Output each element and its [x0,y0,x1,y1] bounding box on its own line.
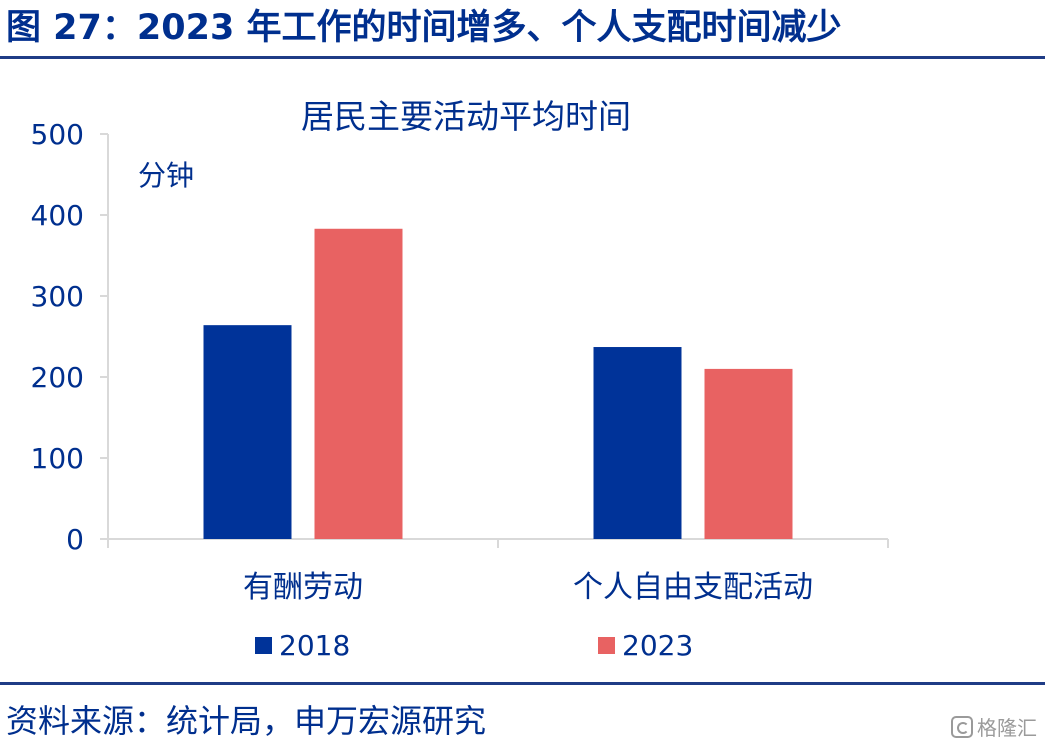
bar-2018 [593,347,682,539]
title-rule [0,56,1045,59]
bar-2023 [314,228,403,539]
y-unit-label: 分钟 [138,159,194,192]
chart-legend: 2018 2023 [255,629,693,662]
watermark: 格隆汇 [951,712,1037,741]
legend-swatch-2018 [255,637,272,654]
chart-title: 居民主要活动平均时间 [301,97,631,136]
bar-2018 [203,325,292,539]
figure-title: 图 27：2023 年工作的时间增多、个人支配时间减少 [6,8,842,48]
source-rule [0,682,1045,685]
y-tick-label: 300 [31,280,84,313]
y-tick-label: 100 [31,442,84,475]
y-tick-label: 500 [31,118,84,151]
y-tick-label: 400 [31,199,84,232]
chart-bars: 有酬劳动 个人自由支配活动 [203,228,813,605]
x-category-label: 个人自由支配活动 [573,570,813,605]
x-category-label: 有酬劳动 [243,570,363,605]
y-tick-label: 200 [31,361,84,394]
legend-swatch-2023 [598,637,615,654]
y-tick-label: 0 [66,523,84,556]
bar-2023 [704,368,793,539]
bar-chart: 居民主要活动平均时间 分钟 0 100 200 300 400 500 有酬劳动 个人自由支… [31,97,889,662]
source-note: 资料来源：统计局，申万宏源研究 [6,702,487,740]
watermark-text: 格隆汇 [977,716,1037,740]
legend-label: 2018 [279,629,350,662]
watermark-logo-icon [951,715,973,738]
legend-label: 2023 [622,629,693,662]
